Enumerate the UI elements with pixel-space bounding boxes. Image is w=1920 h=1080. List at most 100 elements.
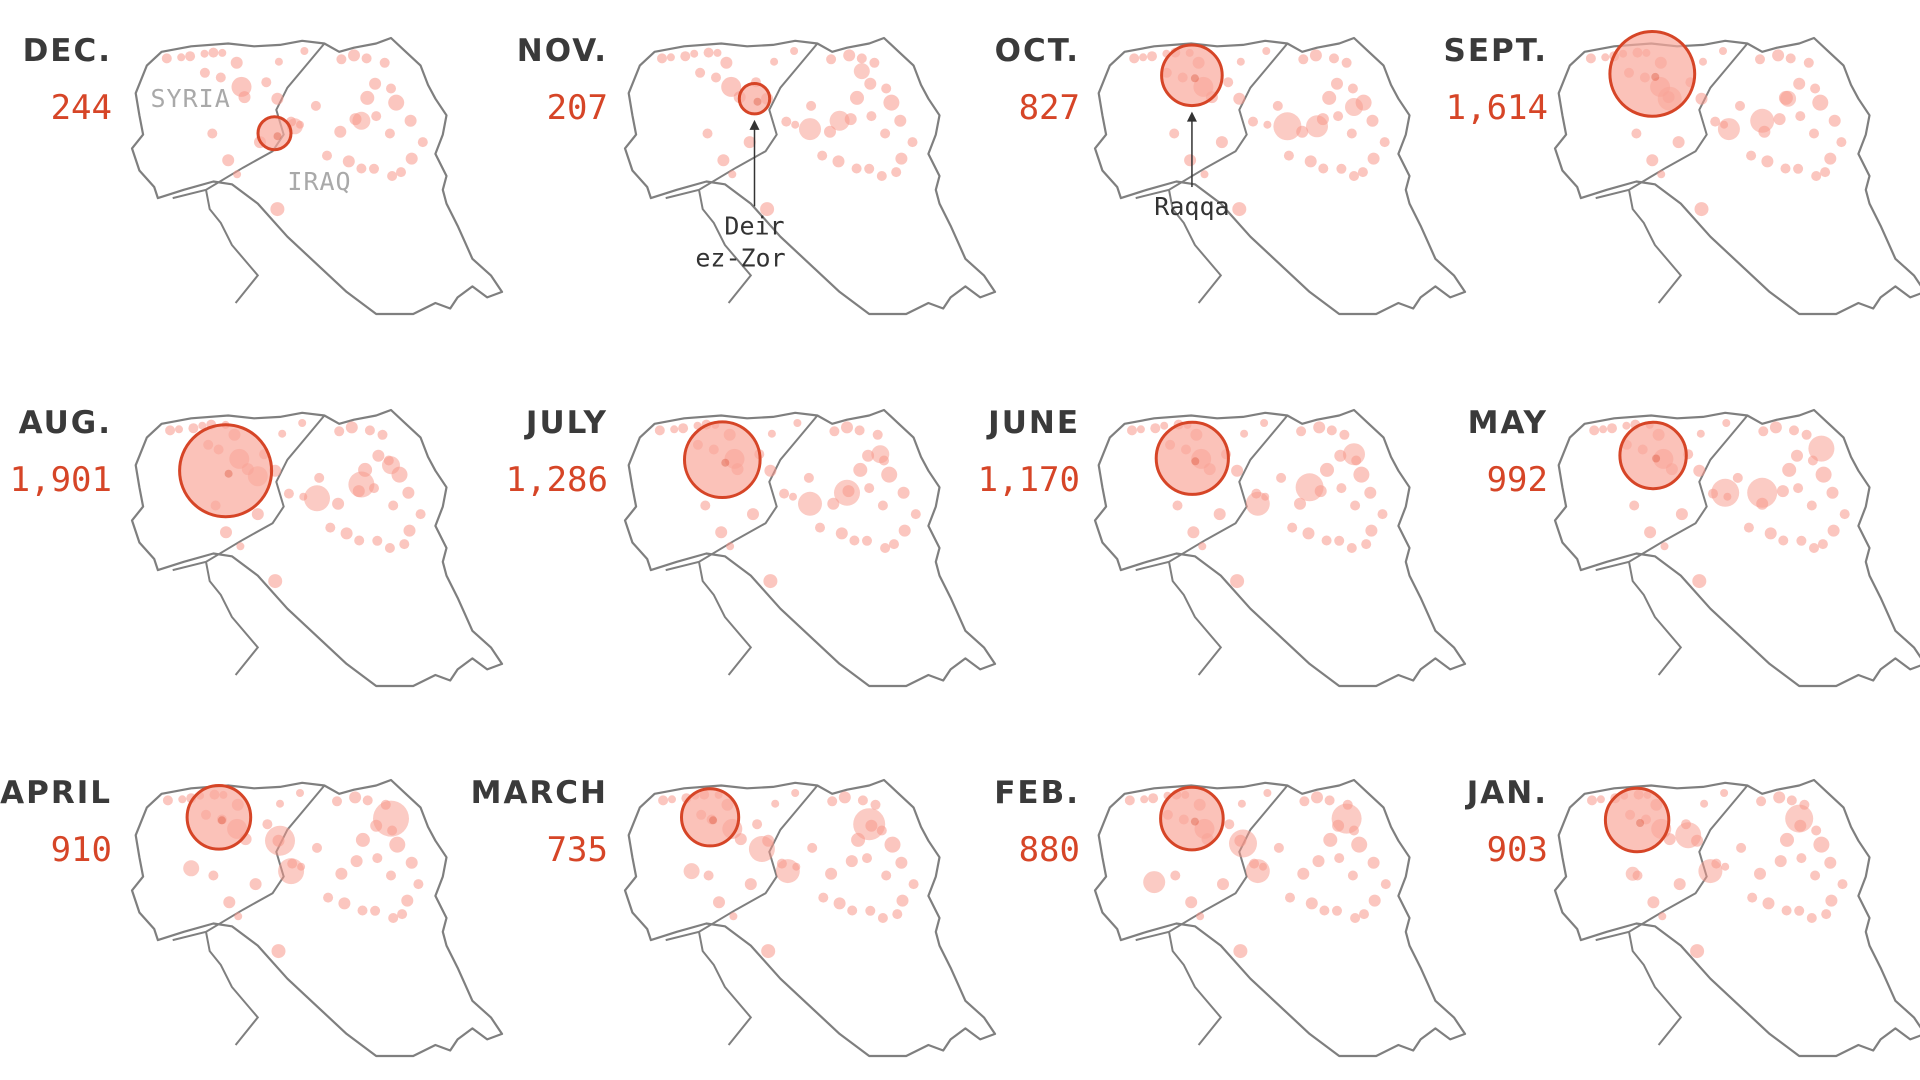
incident-dot: [1806, 500, 1817, 511]
incident-count: 1,901: [9, 460, 112, 500]
incident-dot: [198, 421, 207, 430]
incident-dot: [1353, 466, 1370, 483]
incident-dot: [1837, 879, 1848, 890]
incident-dot: [862, 449, 875, 462]
incident-dot: [1778, 535, 1789, 546]
southern-border: [698, 931, 753, 1046]
incident-dot: [1801, 429, 1812, 440]
incident-count: 1,614: [1445, 88, 1548, 128]
incident-cluster: [1306, 115, 1328, 138]
highlight-center-dot: [721, 458, 730, 467]
incident-dot: [779, 488, 790, 499]
southern-border: [205, 931, 260, 1046]
country-outline: [130, 408, 504, 688]
incident-dot: [1184, 154, 1197, 167]
month-label: OCT.: [994, 33, 1080, 69]
incident-dot: [1732, 472, 1743, 483]
incident-dot: [369, 163, 379, 174]
incident-dot: [1782, 462, 1797, 477]
incident-dot: [262, 819, 273, 830]
incident-dot: [850, 90, 864, 105]
incident-dot: [1622, 421, 1631, 430]
incident-dot: [1815, 466, 1832, 483]
incident-dot: [1351, 836, 1368, 853]
incident-dot: [200, 49, 209, 58]
incident-dot: [668, 795, 676, 804]
incident-dot: [1304, 155, 1317, 168]
incident-dot: [274, 57, 283, 66]
incident-dot: [1232, 202, 1247, 217]
country-outline: [1553, 778, 1920, 1058]
incident-dot: [405, 152, 418, 165]
incident-dot: [1140, 795, 1149, 804]
incident-cluster: [853, 63, 870, 80]
incident-dot: [361, 53, 372, 64]
incident-dot: [907, 137, 918, 148]
incident-dot: [178, 795, 187, 804]
incident-dot: [761, 944, 776, 959]
incident-dot: [1347, 870, 1358, 881]
syria-iraq-border: [1135, 784, 1289, 942]
incident-dot: [894, 114, 907, 127]
incident-dot: [1809, 128, 1819, 139]
incident-dot: [865, 905, 876, 916]
incident-dot: [877, 913, 888, 923]
incident-dot: [1690, 944, 1705, 959]
incident-cluster: [829, 110, 850, 131]
incident-dot: [1631, 128, 1642, 139]
incident-dot: [876, 171, 887, 181]
southern-border: [1628, 931, 1683, 1046]
incident-dot: [372, 535, 383, 546]
incident-dot: [354, 535, 365, 546]
country-outline: [623, 408, 997, 688]
country-outline: [130, 36, 504, 316]
incident-dot: [1313, 421, 1326, 434]
incident-dot: [1262, 47, 1271, 55]
incident-dot: [1359, 909, 1369, 920]
incident-dot: [369, 77, 382, 90]
incident-cluster: [1698, 859, 1723, 884]
highlight-center-dot: [273, 132, 282, 141]
incident-dot: [1789, 425, 1799, 436]
incident-dot: [271, 944, 286, 959]
map-panel: [623, 408, 997, 688]
incident-dot: [415, 509, 426, 520]
incident-cluster: [748, 836, 775, 862]
month-label: JUNE: [988, 405, 1080, 441]
incident-cluster: [1785, 804, 1814, 833]
incident-dot: [325, 522, 336, 533]
incident-dot: [1722, 419, 1731, 427]
incident-dot: [897, 486, 910, 499]
incident-dot: [857, 795, 868, 806]
incident-dot: [1596, 795, 1605, 804]
incident-dot: [386, 83, 396, 94]
incident-cluster: [799, 118, 821, 141]
incident-dot: [1774, 855, 1787, 868]
incident-dot: [752, 819, 763, 830]
incident-cluster: [1711, 478, 1740, 507]
incident-dot: [734, 833, 747, 846]
incident-dot: [1332, 905, 1342, 916]
incident-dot: [1660, 542, 1669, 551]
southern-border: [1168, 931, 1223, 1046]
incident-dot: [1585, 53, 1596, 64]
month-label: JULY: [525, 405, 608, 441]
incident-dot: [747, 508, 759, 521]
incident-dot: [1198, 542, 1207, 551]
incident-dot: [793, 419, 802, 427]
incident-dot: [1311, 791, 1323, 804]
month-label: APRIL: [0, 775, 112, 811]
incident-dot: [702, 128, 713, 139]
incident-cluster: [373, 800, 409, 837]
incident-dot: [1224, 819, 1235, 830]
incident-dot: [218, 48, 227, 57]
incident-dot: [399, 539, 410, 550]
incident-dot: [713, 48, 722, 57]
incident-dot: [1248, 116, 1258, 127]
incident-cluster: [798, 491, 822, 516]
incident-cluster: [1675, 822, 1702, 849]
incident-dot: [1699, 57, 1707, 66]
incident-dot: [1312, 855, 1325, 868]
incident-dot: [1828, 114, 1841, 127]
incident-dot: [670, 425, 679, 434]
